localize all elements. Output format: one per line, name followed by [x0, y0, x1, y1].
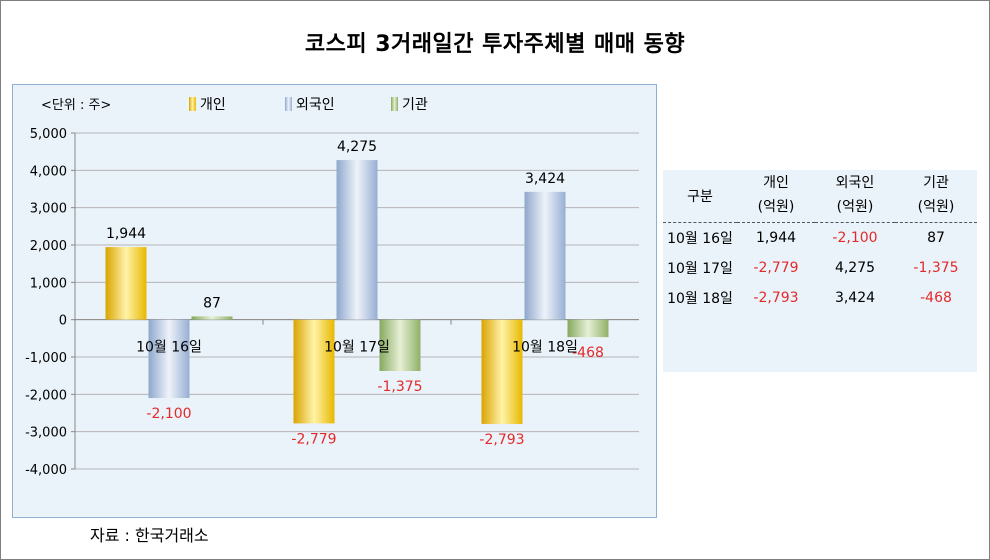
bar-foreign [336, 160, 378, 320]
bar-institution [567, 319, 609, 338]
bar-institution [191, 316, 233, 320]
data-label: 87 [203, 295, 221, 311]
table-header-row: 구분 개인 외국인 기관 [663, 170, 977, 205]
y-tick-label: 1,000 [30, 276, 67, 291]
row-date: 10월 17일 [667, 261, 733, 277]
header-unit-individual: (억원) [757, 199, 795, 215]
header-unit-foreign: (억원) [836, 199, 874, 215]
table-row: 10월 17일 -2,779 4,275 -1,375 [663, 253, 977, 283]
y-tick-label: 5,000 [30, 127, 67, 142]
unit-label: <단위 : 주> [41, 98, 111, 113]
row-individual: 1,944 [737, 222, 815, 253]
legend-swatch-foreign [285, 97, 292, 111]
y-tick-label: 4,000 [30, 164, 67, 179]
legend-label-foreign: 외국인 [296, 97, 335, 113]
category-label: 10월 16일 [136, 340, 202, 356]
legend-swatch-institution [391, 97, 398, 111]
row-individual: -2,793 [753, 290, 799, 306]
data-label: -468 [572, 345, 604, 361]
summary-table-panel: 구분 개인 외국인 기관 (억원) (억원) (억원) 10월 16일 1,94… [663, 170, 977, 372]
chart-panel: 5,000 4,000 3,000 2,000 1,000 0 -1,000 -2,000 -3… [12, 84, 657, 518]
table-header-unit-row: (억원) (억원) (억원) [663, 194, 977, 223]
table-row: 10월 16일 1,944 -2,100 87 [663, 222, 977, 253]
bar-foreign [524, 191, 566, 320]
bar-individual [105, 247, 147, 320]
bar-chart: 5,000 4,000 3,000 2,000 1,000 0 -1,000 -2,000 -3… [25, 97, 639, 478]
header-institution: 기관 [923, 175, 949, 191]
header-category: 구분 [687, 189, 713, 205]
bar-foreign [148, 319, 190, 399]
row-foreign: 3,424 [834, 290, 876, 306]
row-institution: 87 [895, 222, 977, 253]
legend-swatch-individual [189, 97, 196, 111]
row-institution: -1,375 [913, 260, 959, 276]
legend-label-institution: 기관 [402, 97, 428, 113]
category-label: 10월 18일 [512, 340, 578, 356]
data-label: 1,944 [106, 226, 146, 242]
y-tick-label: -2,000 [25, 388, 67, 403]
y-tick-label: 2,000 [30, 239, 67, 254]
row-date: 10월 16일 [663, 222, 737, 253]
source-note: 자료 : 한국거래소 [90, 526, 209, 545]
bar-individual [293, 319, 335, 424]
header-individual: 개인 [763, 175, 789, 191]
y-tick-label: -4,000 [25, 463, 67, 478]
y-tick-label: -1,000 [25, 351, 67, 366]
legend-label-individual: 개인 [200, 97, 226, 113]
row-individual: -2,779 [753, 260, 799, 276]
y-tick-label: 3,000 [30, 202, 67, 217]
header-foreign: 외국인 [835, 175, 875, 191]
table-row: 10월 18일 -2,793 3,424 -468 [663, 283, 977, 313]
data-label: 3,424 [525, 171, 565, 187]
y-tick-label: -3,000 [25, 426, 67, 441]
bar-individual [481, 319, 523, 424]
data-label: 4,275 [337, 139, 377, 155]
data-label: -2,779 [291, 431, 336, 447]
row-foreign: 4,275 [834, 260, 876, 276]
summary-table: 구분 개인 외국인 기관 (억원) (억원) (억원) 10월 16일 1,94… [663, 170, 977, 313]
bar-institution [379, 319, 421, 371]
header-unit-institution: (억원) [917, 199, 955, 215]
row-institution: -468 [920, 290, 952, 306]
row-date: 10월 18일 [667, 291, 733, 307]
data-label: -2,100 [146, 406, 191, 422]
page-title: 코스피 3거래일간 투자주체별 매매 동향 [304, 32, 686, 57]
row-foreign: -2,100 [815, 222, 895, 253]
data-label: -2,793 [479, 432, 524, 448]
category-label: 10월 17일 [324, 340, 390, 356]
y-tick-label: 0 [59, 314, 67, 329]
data-label: -1,375 [377, 379, 422, 395]
